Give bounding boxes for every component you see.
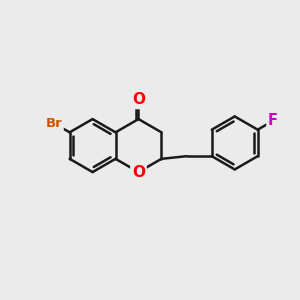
Text: O: O — [132, 92, 145, 107]
Text: Br: Br — [45, 117, 62, 130]
Text: F: F — [268, 113, 278, 128]
Text: O: O — [132, 165, 145, 180]
